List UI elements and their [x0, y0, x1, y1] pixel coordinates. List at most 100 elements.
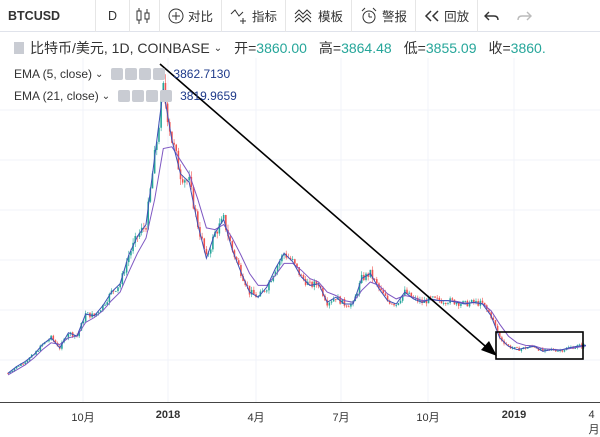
candle-body: [380, 288, 382, 290]
candle-body: [15, 366, 18, 369]
candle-body: [17, 365, 20, 367]
candle-body: [39, 345, 42, 352]
candle-body: [533, 346, 536, 348]
candle-body: [330, 301, 333, 303]
candle-body: [104, 304, 106, 306]
candle-body: [507, 344, 510, 346]
candle-body: [237, 260, 240, 265]
candle-body: [483, 302, 486, 306]
templates-button[interactable]: 模板: [286, 0, 353, 32]
candle-body: [399, 300, 402, 304]
candle-body: [345, 305, 348, 307]
candle-body: [371, 269, 374, 279]
candle-body: [173, 142, 175, 145]
indicators-icon: [230, 8, 247, 24]
candle-body: [272, 276, 275, 282]
candle-body: [347, 306, 350, 308]
close-icon[interactable]: [160, 90, 173, 102]
gear-icon[interactable]: [125, 68, 138, 80]
candle-body: [391, 303, 393, 305]
candle-body: [457, 302, 460, 306]
candle-body: [350, 303, 352, 307]
candle-body: [216, 231, 219, 234]
high-value: 3864.48: [341, 40, 392, 56]
candle-body: [194, 208, 197, 212]
chart-style-button[interactable]: [130, 0, 160, 32]
candle-body: [138, 232, 141, 237]
compare-button[interactable]: 对比: [160, 0, 223, 32]
candle-body: [445, 302, 447, 304]
candle-body: [447, 303, 449, 304]
candle-body: [563, 350, 566, 352]
undo-button[interactable]: [478, 0, 510, 32]
candle-body: [429, 296, 432, 298]
candle-body: [261, 290, 264, 292]
open-value: 3860.00: [256, 40, 307, 56]
candle-body: [494, 320, 497, 326]
candle-body: [220, 218, 223, 224]
replay-button[interactable]: 回放: [416, 0, 479, 32]
candle-body: [37, 351, 39, 352]
candle-body: [343, 299, 346, 306]
candle-body: [298, 267, 300, 275]
candle-body: [574, 347, 577, 349]
candlestick-icon: [136, 7, 149, 24]
collapse-handle-icon[interactable]: [14, 42, 24, 54]
symbol-search-button[interactable]: BTCUSD: [0, 0, 96, 32]
alert-button[interactable]: 警报: [352, 0, 417, 32]
candle-body: [188, 176, 190, 181]
candle-body: [460, 304, 462, 306]
consolidation-box: [495, 331, 584, 360]
candle-body: [309, 281, 311, 283]
indicators-label: 指标: [252, 10, 278, 24]
plus-icon[interactable]: [146, 90, 159, 102]
candle-body: [481, 300, 484, 303]
candle-body: [250, 289, 253, 295]
candle-body: [24, 362, 27, 364]
candle-body: [294, 259, 296, 264]
candle-body: [473, 299, 475, 303]
low-label: 低=: [403, 40, 426, 56]
candle-body: [440, 300, 443, 304]
time-axis[interactable]: 10月 2018 4月 7月 10月 2019 4月: [0, 402, 600, 436]
close-icon[interactable]: [153, 68, 166, 80]
candle-body: [67, 334, 70, 339]
candle-body: [207, 253, 210, 255]
candle-body: [395, 304, 398, 306]
price-chart[interactable]: [0, 32, 600, 402]
chevron-down-icon[interactable]: ⌄: [213, 42, 223, 54]
candle-body: [464, 300, 467, 302]
plus-icon[interactable]: [139, 68, 152, 80]
candle-body: [488, 309, 490, 313]
candle-body: [235, 257, 238, 261]
candle-body: [365, 273, 367, 280]
main-series-legend: 比特币/美元, 1D, COINBASE ⌄ 开= 3860.00 高= 3864.…: [14, 38, 600, 58]
candle-body: [147, 201, 149, 230]
candle-body: [190, 176, 193, 188]
low-value: 3855.09: [425, 40, 477, 56]
candle-body: [278, 261, 281, 266]
candle-body: [80, 323, 83, 331]
eye-icon[interactable]: [118, 90, 131, 102]
redo-button[interactable]: [510, 0, 542, 32]
candle-body: [181, 179, 184, 183]
candle-body: [9, 372, 11, 374]
candle-body: [537, 348, 540, 351]
candle-body: [492, 317, 495, 321]
candle-body: [52, 335, 55, 341]
eye-icon[interactable]: [111, 68, 124, 80]
gear-icon[interactable]: [132, 90, 145, 102]
candle-body: [266, 290, 268, 292]
candle-body: [99, 310, 102, 313]
candle-body: [242, 276, 244, 281]
candle-body: [13, 368, 16, 371]
interval-button[interactable]: D: [96, 0, 130, 32]
candle-body: [156, 141, 158, 150]
indicators-button[interactable]: 指标: [222, 0, 287, 32]
candle-body: [397, 303, 400, 305]
candle-body: [302, 275, 305, 280]
chevron-down-icon[interactable]: ⌄: [95, 68, 104, 80]
chevron-down-icon[interactable]: ⌄: [101, 90, 111, 102]
trend-arrow-line: [159, 63, 493, 353]
candle-body: [84, 313, 87, 322]
